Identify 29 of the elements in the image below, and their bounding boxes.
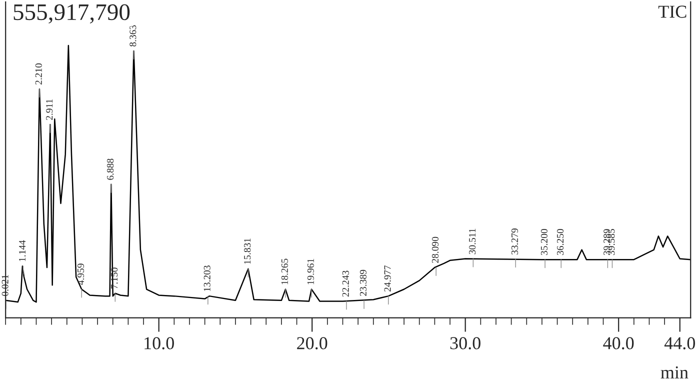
annotation: 13.203 (204, 266, 210, 292)
text: TIC (658, 6, 686, 18)
annotation: 7.150 (111, 268, 118, 289)
x-tick-label: 20.0 (297, 337, 328, 350)
x-tick-label: 40.0 (603, 337, 634, 350)
annotation: 24.977 (384, 265, 391, 292)
annotation: 23.389 (360, 270, 366, 296)
annotation: 18.265 (281, 258, 288, 284)
annotation: 6.888 (107, 158, 114, 180)
annotation: 15.831 (244, 238, 251, 264)
text: 555,917,790 (14, 4, 130, 24)
annotation: 36.250 (556, 229, 564, 255)
annotation: 4.959 (77, 264, 84, 285)
x-tick-label: 44.0 (664, 337, 695, 350)
annotation: 39.585 (608, 229, 615, 255)
annotation: 30.511 (469, 228, 476, 254)
annotation: 35.200 (540, 229, 548, 255)
annotation: 22.243 (342, 270, 349, 297)
annotation: 8.363 (130, 25, 136, 46)
x-tick-label: 30.0 (450, 337, 480, 350)
annotation: 1.144 (19, 240, 26, 262)
annotation: 2.911 (46, 99, 53, 120)
x-axis-title: min (660, 366, 688, 378)
x-tick-label: 10.0 (144, 337, 174, 350)
annotation: 19.961 (307, 258, 314, 284)
annotation: 33.279 (511, 228, 518, 254)
annotation: 2.210 (35, 63, 42, 84)
annotation: 39.289 (604, 229, 610, 255)
annotation: 28.090 (432, 236, 439, 263)
